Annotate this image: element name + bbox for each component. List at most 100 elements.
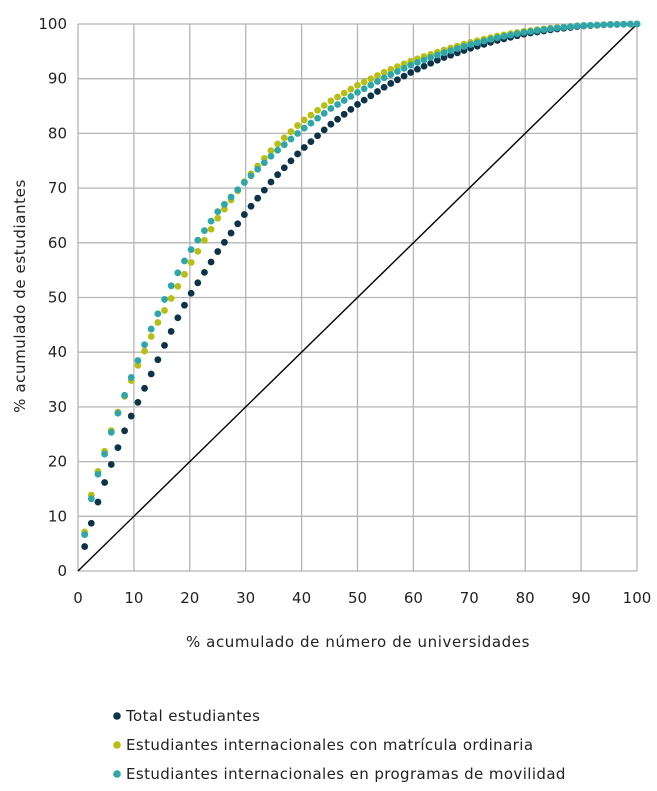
data-point — [221, 200, 228, 208]
data-point — [134, 399, 142, 406]
data-point — [294, 130, 302, 137]
data-point — [187, 246, 195, 254]
data-point — [540, 26, 548, 34]
data-point — [400, 72, 408, 80]
data-point — [127, 412, 135, 420]
legend-marker — [113, 770, 121, 778]
data-point — [141, 341, 148, 349]
data-point — [221, 205, 228, 213]
data-point — [154, 356, 162, 364]
data-point — [101, 479, 109, 486]
data-point — [487, 35, 494, 43]
data-point — [573, 22, 581, 30]
data-point — [194, 279, 202, 287]
data-point — [354, 101, 361, 108]
data-point — [101, 450, 109, 458]
data-point — [327, 105, 335, 112]
data-point — [413, 59, 421, 66]
data-point — [161, 296, 168, 303]
data-point — [347, 93, 355, 100]
data-point — [334, 93, 341, 101]
data-point — [147, 325, 155, 333]
data-point — [280, 141, 288, 149]
data-point — [394, 76, 401, 84]
data-point — [194, 247, 202, 255]
data-point — [141, 347, 148, 355]
data-point — [440, 49, 448, 57]
data-point — [567, 23, 574, 31]
data-point — [580, 22, 588, 29]
y-tick-label: 20 — [48, 453, 67, 471]
data-point — [427, 59, 435, 67]
data-point — [114, 444, 122, 452]
data-point — [307, 119, 315, 127]
data-point — [227, 193, 235, 201]
data-point — [327, 97, 335, 105]
y-tick-label: 40 — [48, 343, 67, 361]
data-point — [187, 259, 195, 266]
data-point — [407, 69, 415, 76]
data-point — [201, 268, 208, 276]
data-points — [81, 20, 641, 550]
legend-marker — [113, 741, 121, 749]
data-point — [513, 30, 521, 38]
data-point — [287, 157, 295, 165]
data-point — [340, 89, 348, 97]
data-point — [380, 68, 388, 76]
data-point — [187, 289, 195, 297]
reference-line — [77, 23, 638, 572]
data-point — [320, 102, 328, 109]
data-point — [207, 225, 215, 233]
y-tick-label: 50 — [48, 289, 67, 307]
data-point — [360, 96, 368, 104]
legend-label: Estudiantes internacionales con matrícul… — [126, 736, 533, 754]
equality-line — [77, 23, 638, 572]
data-point — [314, 132, 321, 140]
data-point — [274, 146, 282, 154]
data-point — [280, 164, 288, 172]
data-point — [453, 45, 461, 52]
data-point — [360, 85, 368, 93]
data-point — [134, 357, 142, 364]
data-point — [460, 43, 468, 50]
data-point — [267, 178, 275, 186]
data-point — [387, 80, 395, 87]
data-point — [347, 85, 355, 93]
data-point — [340, 110, 348, 118]
data-point — [201, 227, 208, 235]
y-tick-label: 0 — [57, 562, 67, 580]
data-point — [626, 20, 634, 28]
data-point — [327, 120, 335, 128]
legend-label: Total estudiantes — [125, 707, 260, 725]
x-tick-label: 60 — [404, 589, 423, 607]
data-point — [154, 310, 162, 318]
data-point — [294, 150, 302, 158]
data-point — [214, 214, 222, 222]
data-point — [520, 29, 528, 36]
x-tick-label: 20 — [180, 589, 199, 607]
data-point — [380, 74, 388, 82]
x-tick-label: 40 — [292, 589, 311, 607]
data-point — [81, 531, 89, 539]
data-point — [107, 461, 115, 468]
data-point — [181, 257, 188, 265]
data-point — [354, 81, 361, 89]
data-point — [94, 470, 102, 478]
data-point — [214, 248, 222, 255]
data-point — [107, 428, 115, 436]
data-point — [134, 361, 142, 369]
data-point — [227, 229, 235, 237]
data-point — [413, 65, 421, 73]
data-point — [387, 71, 395, 78]
y-tick-label: 80 — [48, 124, 67, 142]
data-point — [420, 62, 428, 70]
y-tick-label: 10 — [48, 507, 67, 525]
data-point — [527, 28, 534, 35]
data-point — [141, 384, 148, 392]
data-point — [81, 543, 89, 550]
data-point — [121, 427, 128, 435]
data-point — [174, 314, 182, 322]
data-point — [307, 138, 315, 146]
y-tick-label: 100 — [38, 15, 67, 33]
data-point — [247, 202, 255, 210]
